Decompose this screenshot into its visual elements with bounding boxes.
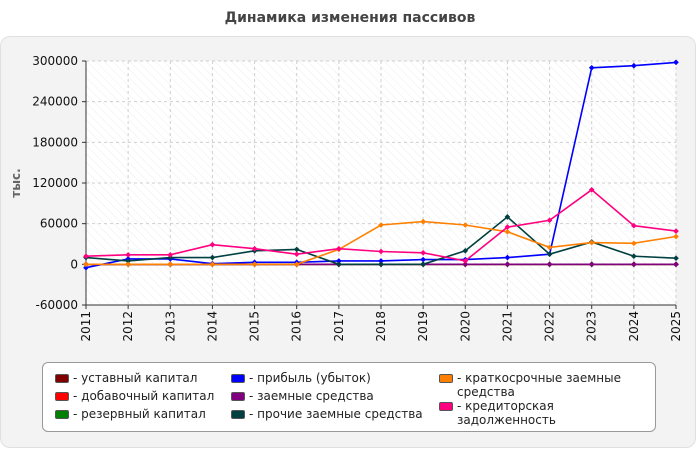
x-tick-label: 2020 <box>458 311 472 342</box>
data-point <box>167 252 174 258</box>
data-point <box>462 222 469 228</box>
x-tick-label: 2011 <box>79 311 93 342</box>
data-point <box>83 261 89 268</box>
legend-item: - прибыль (убыток) <box>231 371 371 385</box>
x-tick-label: 2013 <box>163 311 177 342</box>
legend-label: - краткосрочные заемные средства <box>457 371 621 399</box>
x-tick-label: 2015 <box>248 311 262 342</box>
data-point <box>378 248 384 255</box>
data-point <box>209 241 216 248</box>
y-tick-label: 120000 <box>32 176 78 190</box>
y-tick-label: -60000 <box>35 298 78 312</box>
y-axis-label: тыс. <box>9 168 23 197</box>
data-point <box>293 246 300 253</box>
data-point <box>546 217 553 224</box>
x-tick-label: 2023 <box>585 311 599 342</box>
legend-label: - уставный капитал <box>73 371 198 385</box>
x-tick-label: 2024 <box>627 311 641 342</box>
legend-swatch <box>55 374 69 383</box>
x-tick-label: 2022 <box>543 311 557 342</box>
data-point <box>420 218 426 225</box>
y-tick-label: 240000 <box>32 95 78 109</box>
legend-item: - краткосрочные заемные средства <box>439 371 649 399</box>
data-point <box>588 64 595 71</box>
x-tick-label: 2021 <box>500 311 514 342</box>
y-tick-label: 60000 <box>40 217 78 231</box>
data-point <box>673 59 679 66</box>
data-point <box>673 255 679 262</box>
legend-swatch <box>231 410 245 419</box>
y-tick-label: 180000 <box>32 135 78 149</box>
x-tick-label: 2014 <box>205 311 219 342</box>
data-point <box>378 258 384 264</box>
data-point <box>209 261 216 268</box>
legend-item: - резервный капитал <box>55 407 206 421</box>
data-point <box>336 258 342 264</box>
data-point <box>462 261 469 268</box>
data-point <box>631 62 637 69</box>
data-point <box>336 245 342 252</box>
legend-swatch <box>231 374 245 383</box>
data-point <box>631 222 637 229</box>
data-point <box>504 228 511 235</box>
data-point <box>588 261 595 268</box>
legend-item: - прочие заемные средства <box>231 407 423 421</box>
legend-item: - кредиторская задолженность <box>439 399 649 427</box>
data-point <box>546 261 553 268</box>
data-point <box>631 240 637 247</box>
legend-label: - кредиторская задолженность <box>457 398 556 427</box>
x-tick-label: 2019 <box>416 311 430 342</box>
data-point <box>420 256 426 263</box>
data-point <box>673 228 679 234</box>
data-point <box>293 261 300 268</box>
data-point <box>167 261 174 268</box>
series-6 <box>83 218 679 268</box>
legend-item: - заемные средства <box>231 389 374 403</box>
data-point <box>673 233 679 240</box>
legend: - уставный капитал - добавочный капитал - … <box>42 362 656 432</box>
legend-label: - заемные средства <box>249 389 374 403</box>
data-point <box>588 239 595 246</box>
data-point <box>504 261 511 268</box>
data-point <box>462 247 469 254</box>
legend-label: - прочие заемные средства <box>249 407 423 421</box>
legend-swatch <box>231 392 245 401</box>
data-point <box>546 244 553 251</box>
y-tick-label: 0 <box>70 257 78 271</box>
data-point <box>378 222 384 228</box>
data-point <box>83 264 89 271</box>
data-point <box>673 261 679 268</box>
data-point <box>462 258 469 264</box>
legend-swatch <box>55 410 69 419</box>
data-point <box>293 251 300 257</box>
x-tick-label: 2012 <box>121 311 135 342</box>
x-tick-label: 2025 <box>669 311 683 342</box>
legend-label: - добавочный капитал <box>73 389 215 403</box>
data-point <box>336 261 342 268</box>
x-tick-label: 2018 <box>374 311 388 342</box>
data-point <box>420 249 426 256</box>
legend-item: - добавочный капитал <box>55 389 214 403</box>
data-point <box>588 186 595 193</box>
legend-item: - уставный капитал <box>55 371 197 385</box>
data-point <box>504 214 511 220</box>
legend-label: - резервный капитал <box>73 407 206 421</box>
x-tick-label: 2017 <box>332 311 346 342</box>
data-point <box>504 224 511 230</box>
chart-title: Динамика изменения пассивов <box>224 10 476 26</box>
data-point <box>378 261 384 268</box>
legend-swatch <box>55 392 69 401</box>
legend-label: - прибыль (убыток) <box>249 371 371 385</box>
data-point <box>546 251 553 257</box>
x-tick-label: 2016 <box>290 311 304 342</box>
legend-swatch <box>439 374 453 383</box>
data-point <box>631 261 637 268</box>
y-tick-label: 300000 <box>32 54 78 68</box>
legend-swatch <box>439 401 453 411</box>
data-point <box>420 261 426 268</box>
